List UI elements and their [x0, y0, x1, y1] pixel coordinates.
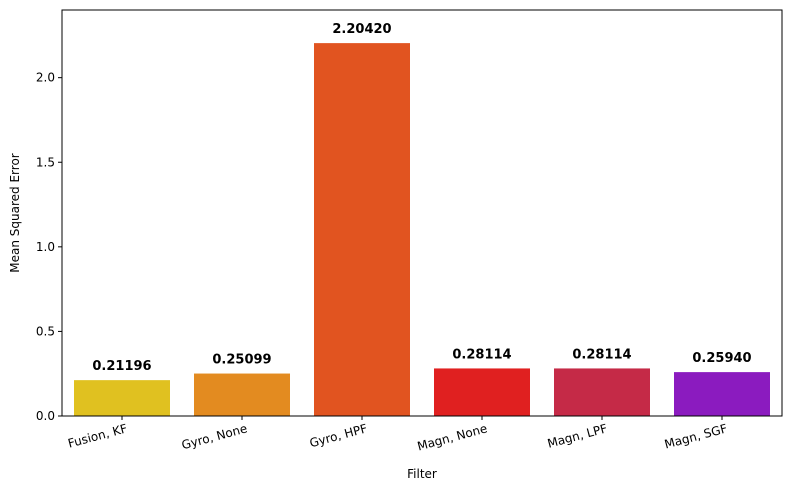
x-tick-label: Gyro, None	[180, 421, 249, 452]
data-label: 2.20420	[332, 22, 391, 37]
x-tick-label: Fusion, KF	[66, 421, 128, 450]
y-axis-label: Mean Squared Error	[8, 153, 22, 273]
y-axis: 0.0 0.5 1.0 1.5 2.0	[36, 71, 62, 423]
x-tick-label: Magn, SGF	[663, 421, 729, 451]
data-label: 0.25099	[212, 353, 271, 368]
x-tick-label: Magn, None	[416, 421, 489, 453]
plot-frame	[61, 9, 783, 417]
y-tick-label: 0.0	[36, 409, 55, 423]
x-axis: Fusion, KF Gyro, None Gyro, HPF Magn, None M…	[66, 416, 729, 454]
bar	[74, 380, 170, 416]
y-tick-label: 1.5	[36, 155, 55, 169]
bar	[314, 43, 410, 416]
y-tick-label: 1.0	[36, 240, 55, 254]
bar	[434, 368, 530, 416]
y-tick-label: 0.5	[36, 324, 55, 338]
y-tick-label: 2.0	[36, 71, 55, 85]
data-label: 0.28114	[452, 347, 511, 362]
data-label: 0.28114	[572, 347, 631, 362]
x-tick-label: Magn, LPF	[546, 421, 609, 450]
data-label: 0.21196	[92, 359, 151, 374]
bar	[194, 373, 290, 416]
x-tick-label: Gyro, HPF	[308, 421, 369, 450]
data-label: 0.25940	[692, 351, 751, 366]
bar	[554, 368, 650, 416]
value-labels-group: 0.21196 0.25099 2.20420 0.28114 0.28114 0.259…	[92, 22, 751, 374]
bars-group	[74, 43, 770, 416]
bar	[674, 372, 770, 416]
x-axis-label: Filter	[407, 467, 437, 481]
